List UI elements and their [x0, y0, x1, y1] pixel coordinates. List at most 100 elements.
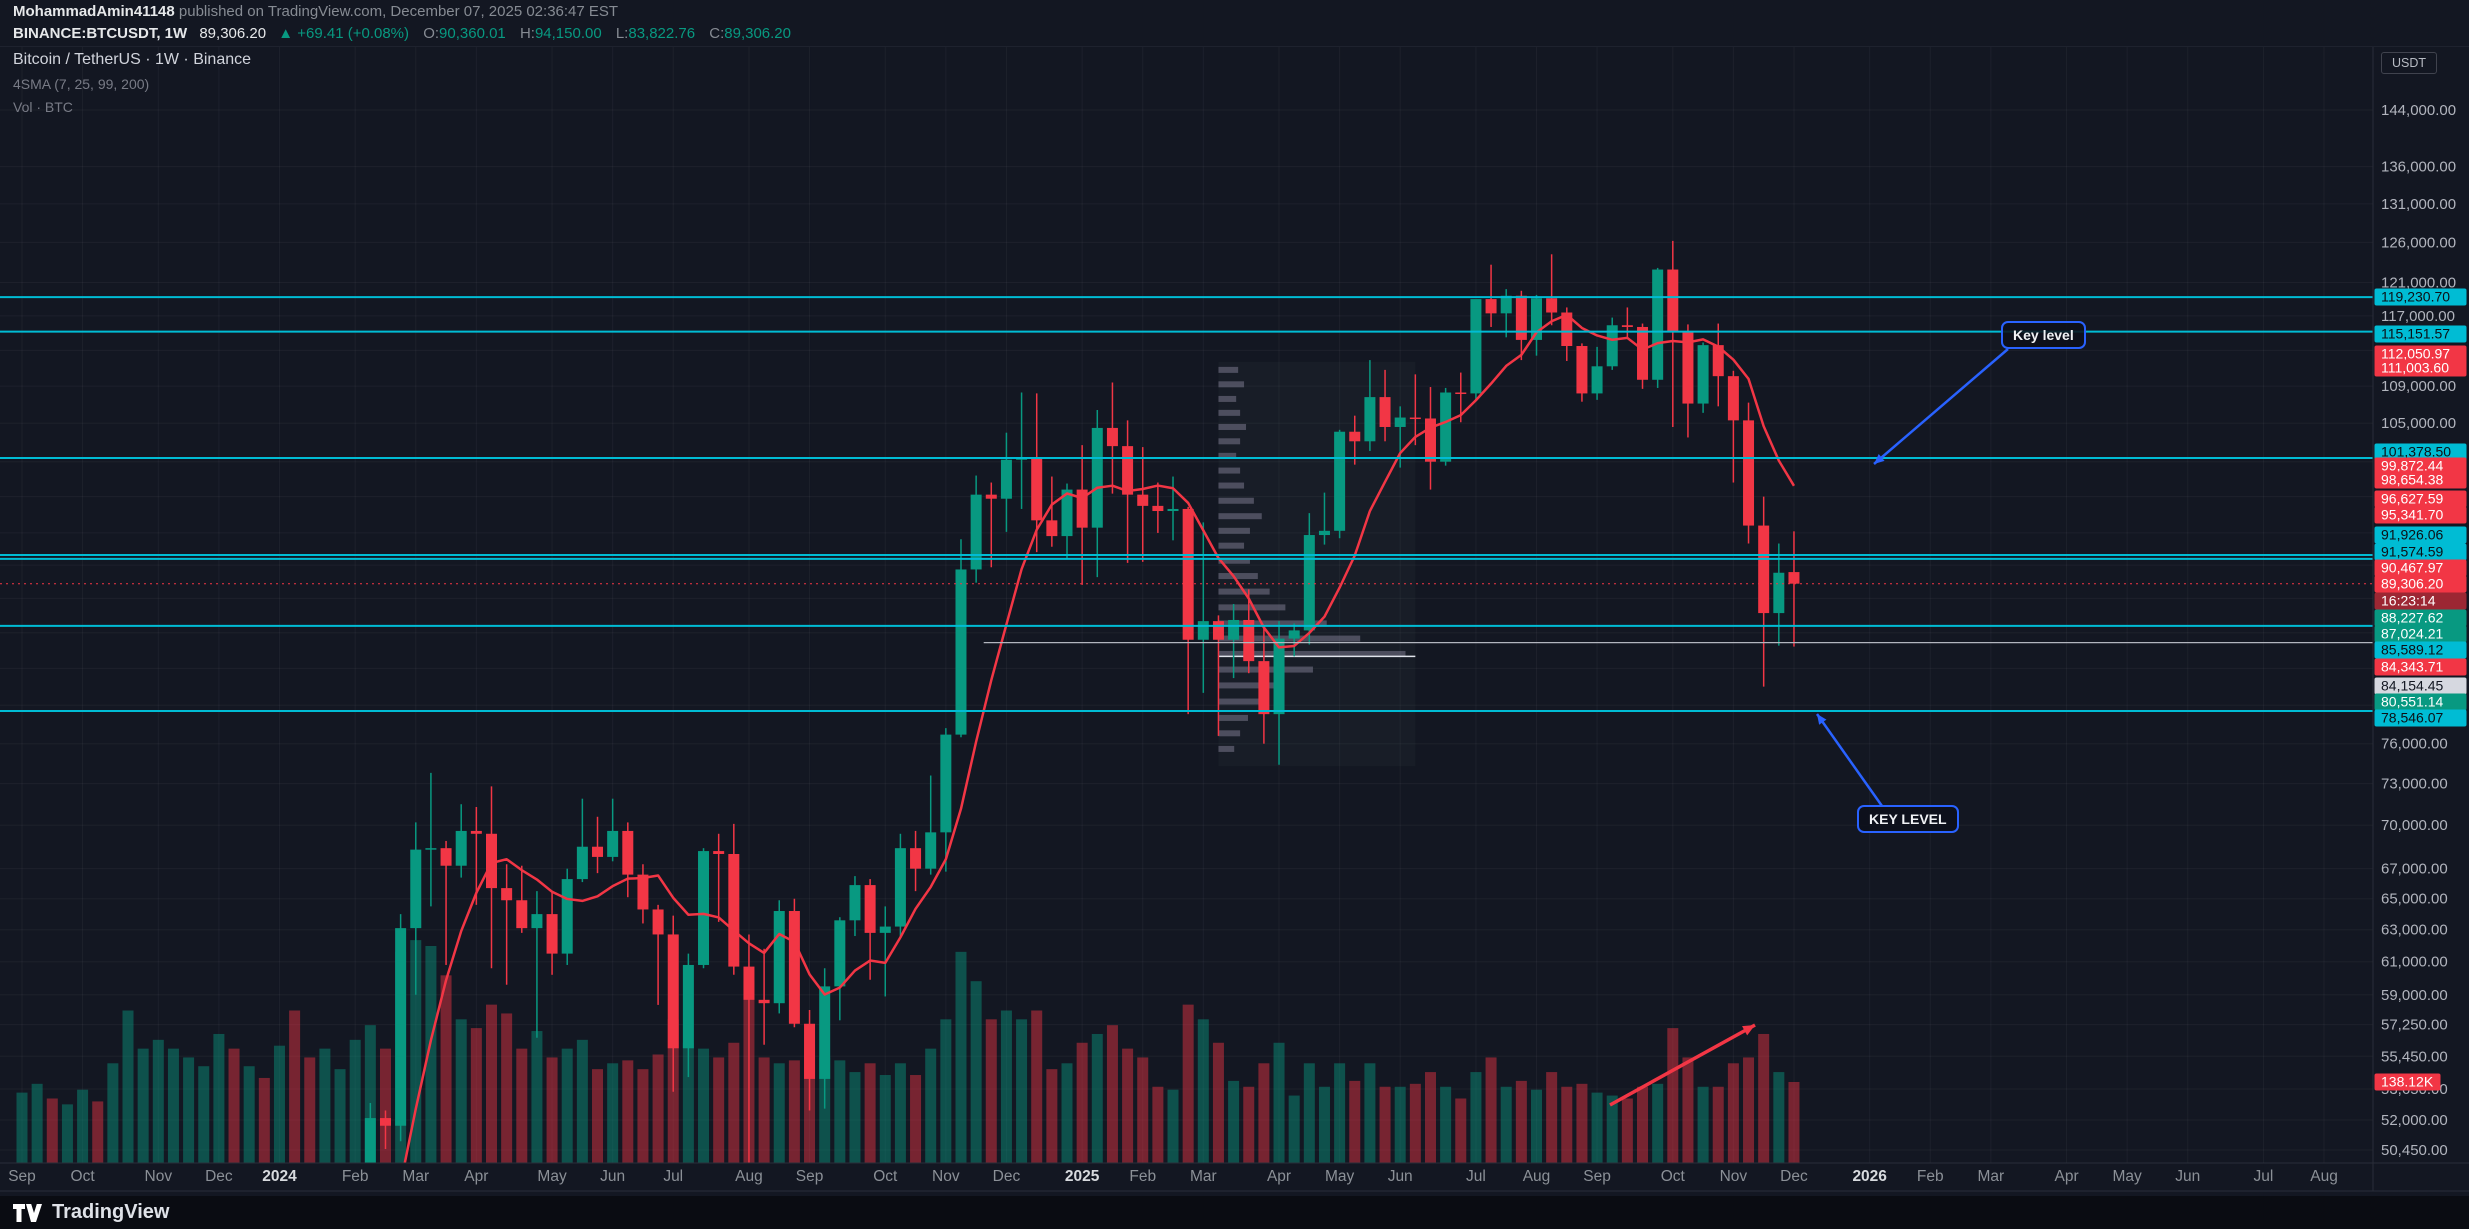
svg-text:Feb: Feb [342, 1168, 369, 1185]
callout-key-level-lower[interactable]: KEY LEVEL [1857, 805, 1959, 833]
svg-text:144,000.00: 144,000.00 [2381, 102, 2456, 119]
svg-text:90,467.97: 90,467.97 [2381, 560, 2443, 576]
svg-text:2026: 2026 [1852, 1168, 1887, 1185]
price-axis[interactable]: 144,000.00 136,000.00 131,000.00 126,000.00… [2381, 102, 2456, 1159]
price-change: ▲ +69.41 (+0.08%) [278, 25, 410, 42]
svg-text:99,872.44: 99,872.44 [2381, 458, 2443, 474]
price-label-chip [2374, 559, 2467, 577]
publish-meta: published on TradingView.com, December 0… [174, 3, 619, 20]
panel-borders [0, 45, 2469, 1192]
svg-text:78,546.07: 78,546.07 [2381, 710, 2443, 726]
svg-text:73,000.00: 73,000.00 [2381, 776, 2448, 793]
svg-text:2025: 2025 [1065, 1168, 1100, 1185]
svg-text:Dec: Dec [205, 1168, 233, 1185]
volume-profile [1218, 361, 1416, 767]
svg-text:91,926.06: 91,926.06 [2381, 527, 2443, 543]
price-label-chip [2374, 677, 2467, 695]
svg-text:Apr: Apr [2055, 1168, 2079, 1185]
svg-text:84,154.45: 84,154.45 [2381, 678, 2443, 694]
svg-text:50,450.00: 50,450.00 [2381, 1142, 2448, 1159]
svg-text:57,250.00: 57,250.00 [2381, 1017, 2448, 1034]
svg-text:Sep: Sep [1583, 1168, 1611, 1185]
price-label-chip [2374, 625, 2467, 643]
time-axis[interactable]: Sep Oct Nov Dec 2024 Feb Mar Apr May Jun Jul Aug Sep… [8, 1168, 2338, 1185]
svg-text:115,151.57: 115,151.57 [2381, 326, 2450, 342]
svg-text:Aug: Aug [2310, 1168, 2338, 1185]
svg-text:105,000.00: 105,000.00 [2381, 415, 2456, 432]
svg-text:84,343.71: 84,343.71 [2381, 659, 2443, 675]
svg-text:131,000.00: 131,000.00 [2381, 196, 2456, 213]
svg-text:May: May [537, 1168, 567, 1185]
svg-text:59,000.00: 59,000.00 [2381, 987, 2448, 1004]
svg-text:Jul: Jul [1466, 1168, 1486, 1185]
close-value: 89,306.20 [724, 25, 791, 42]
svg-text:Sep: Sep [8, 1168, 36, 1185]
price-label-chip [2374, 288, 2467, 306]
price-label-chips: 119,230.70 115,151.57 112,050.97111,003.60… [2374, 288, 2467, 1091]
price-label-chip [2374, 609, 2467, 627]
callout-arrows[interactable] [1815, 348, 2009, 807]
svg-text:Jun: Jun [2175, 1168, 2200, 1185]
tradingview-logo-icon[interactable] [13, 1202, 43, 1224]
grid-layer [0, 47, 2373, 1163]
price-label-chip [2374, 345, 2467, 363]
price-label-chip [2374, 709, 2467, 727]
svg-text:119,230.70: 119,230.70 [2381, 289, 2450, 305]
svg-text:61,000.00: 61,000.00 [2381, 954, 2448, 971]
svg-text:76,000.00: 76,000.00 [2381, 736, 2448, 753]
price-label-chip [2374, 471, 2467, 489]
price-label-chip [2374, 543, 2467, 561]
svg-text:101,378.50: 101,378.50 [2381, 444, 2451, 460]
svg-text:Nov: Nov [932, 1168, 960, 1185]
trend-arrow[interactable] [1609, 1023, 1756, 1107]
symbol-name: BINANCE:BTCUSDT, 1W [13, 25, 188, 42]
svg-text:Feb: Feb [1917, 1168, 1944, 1185]
low-label: L: [615, 25, 629, 42]
svg-text:65,000.00: 65,000.00 [2381, 891, 2448, 908]
price-label-chip [2374, 1073, 2441, 1091]
callout-key-level-upper[interactable]: Key level [2001, 321, 2086, 349]
svg-text:Jul: Jul [2254, 1168, 2274, 1185]
price-label-chip [2374, 506, 2467, 524]
last-price: 89,306.20 [199, 25, 267, 42]
svg-text:136,000.00: 136,000.00 [2381, 159, 2456, 176]
currency-toggle[interactable]: USDT [2381, 52, 2437, 74]
level-lines[interactable] [0, 296, 2373, 713]
svg-text:Feb: Feb [1129, 1168, 1156, 1185]
price-label-chip [2374, 457, 2467, 475]
svg-text:117,000.00: 117,000.00 [2381, 308, 2455, 325]
candles-layer [364, 240, 1800, 1163]
svg-text:Jun: Jun [1388, 1168, 1413, 1185]
svg-text:109,000.00: 109,000.00 [2381, 378, 2456, 395]
price-label-chip [2374, 443, 2467, 461]
price-label-chip [2374, 592, 2467, 610]
svg-text:87,024.21: 87,024.21 [2381, 626, 2443, 642]
svg-text:80,551.14: 80,551.14 [2381, 694, 2443, 710]
svg-text:88,227.62: 88,227.62 [2381, 610, 2443, 626]
svg-text:70,000.00: 70,000.00 [2381, 817, 2448, 834]
svg-text:52,000.00: 52,000.00 [2381, 1112, 2448, 1129]
tradingview-brand-text[interactable]: TradingView [52, 1201, 170, 1223]
chart-pane[interactable] [0, 47, 2373, 1163]
svg-text:16:23:14: 16:23:14 [2381, 593, 2436, 609]
svg-text:138.12K: 138.12K [2381, 1074, 2434, 1090]
svg-text:111,003.60: 111,003.60 [2381, 360, 2449, 376]
svg-text:Dec: Dec [993, 1168, 1021, 1185]
svg-text:Aug: Aug [1523, 1168, 1551, 1185]
svg-text:91,574.59: 91,574.59 [2381, 544, 2443, 560]
svg-text:Oct: Oct [1661, 1168, 1686, 1185]
svg-text:Nov: Nov [145, 1168, 173, 1185]
svg-text:Apr: Apr [464, 1168, 488, 1185]
svg-text:Mar: Mar [1977, 1168, 2004, 1185]
svg-text:2024: 2024 [262, 1168, 297, 1185]
open-value: 90,360.01 [439, 25, 506, 42]
svg-text:121,000.00: 121,000.00 [2381, 275, 2456, 292]
svg-text:Mar: Mar [402, 1168, 429, 1185]
svg-text:98,654.38: 98,654.38 [2381, 472, 2443, 488]
price-label-chip [2374, 658, 2467, 676]
high-value: 94,150.00 [534, 25, 602, 42]
svg-text:89,306.20: 89,306.20 [2381, 576, 2443, 592]
svg-text:96,627.59: 96,627.59 [2381, 491, 2443, 507]
